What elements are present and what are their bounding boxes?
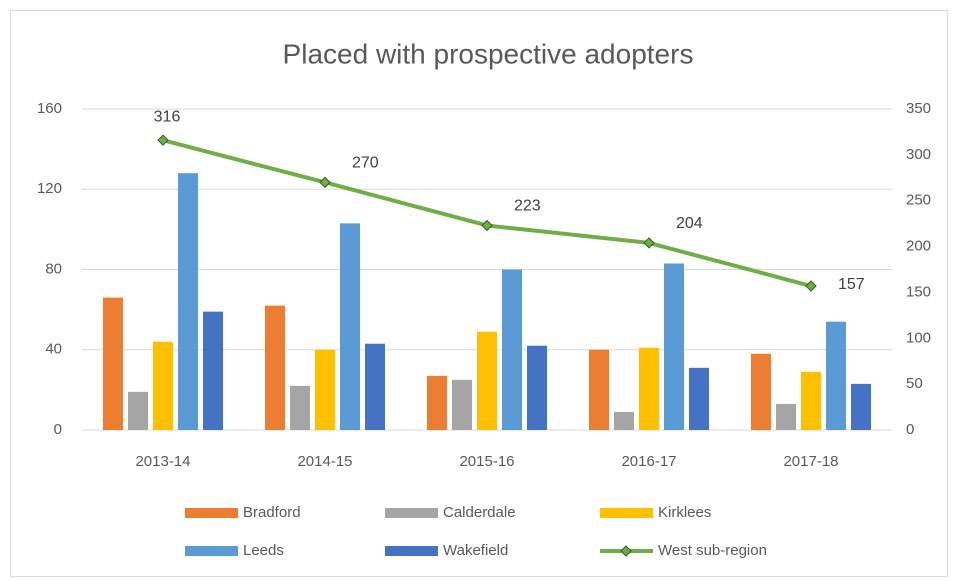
legend-label: Kirklees bbox=[658, 504, 711, 521]
data-label: 223 bbox=[514, 198, 541, 215]
y2-tick-label: 200 bbox=[906, 238, 931, 255]
bar bbox=[203, 311, 223, 430]
line-marker bbox=[157, 134, 169, 146]
chart-border bbox=[10, 10, 948, 577]
y2-tick-label: 250 bbox=[906, 192, 931, 209]
legend-label: Calderdale bbox=[443, 504, 516, 521]
data-label: 157 bbox=[838, 276, 865, 293]
x-tick-label: 2014-15 bbox=[297, 453, 352, 470]
data-label: 204 bbox=[676, 215, 703, 232]
bar bbox=[452, 379, 472, 430]
chart-title: Placed with prospective adopters bbox=[283, 38, 694, 69]
legend-label: West sub-region bbox=[658, 542, 767, 559]
x-tick-label: 2013-14 bbox=[135, 453, 190, 470]
legend-swatch bbox=[600, 508, 653, 518]
bar bbox=[751, 353, 771, 430]
bar bbox=[614, 411, 634, 430]
y2-tick-label: 100 bbox=[906, 329, 931, 346]
bar bbox=[427, 375, 447, 430]
y-tick-label: 40 bbox=[45, 341, 62, 358]
bar bbox=[639, 347, 659, 430]
bar bbox=[290, 385, 310, 430]
bar bbox=[801, 371, 821, 430]
x-tick-label: 2015-16 bbox=[459, 453, 514, 470]
bar bbox=[178, 173, 198, 430]
bar bbox=[589, 349, 609, 430]
line-marker bbox=[319, 176, 331, 189]
y2-tick-label: 300 bbox=[906, 146, 931, 163]
y-tick-label: 160 bbox=[37, 100, 62, 117]
y2-tick-label: 350 bbox=[906, 100, 931, 117]
y-tick-label: 0 bbox=[54, 421, 62, 438]
legend-swatch bbox=[185, 546, 238, 556]
line-marker bbox=[805, 280, 817, 292]
bar bbox=[477, 331, 497, 430]
x-tick-label: 2016-17 bbox=[621, 453, 676, 470]
bar bbox=[128, 391, 148, 430]
legend-marker bbox=[620, 545, 632, 557]
bar bbox=[776, 403, 796, 430]
data-label: 270 bbox=[352, 155, 379, 172]
y-tick-label: 120 bbox=[37, 180, 62, 197]
bar bbox=[851, 383, 871, 430]
y-tick-label: 80 bbox=[45, 260, 62, 277]
y2-tick-label: 0 bbox=[906, 421, 914, 438]
bar bbox=[826, 321, 846, 430]
bar bbox=[265, 305, 285, 430]
bar bbox=[365, 343, 385, 430]
bar bbox=[340, 223, 360, 430]
legend-swatch bbox=[385, 546, 438, 556]
legend-swatch bbox=[185, 508, 238, 518]
bar bbox=[315, 349, 335, 430]
bar bbox=[527, 345, 547, 430]
bar bbox=[502, 269, 522, 430]
y2-tick-label: 50 bbox=[906, 375, 923, 392]
line-marker bbox=[643, 237, 655, 249]
x-tick-label: 2017-18 bbox=[783, 453, 838, 470]
line-marker bbox=[481, 219, 493, 232]
bar bbox=[103, 297, 123, 430]
bar bbox=[153, 341, 173, 430]
legend-label: Leeds bbox=[243, 542, 284, 559]
bar bbox=[664, 263, 684, 430]
legend-label: Wakefield bbox=[443, 542, 508, 559]
legend-swatch bbox=[385, 508, 438, 518]
bar bbox=[689, 367, 709, 430]
data-label: 316 bbox=[154, 108, 181, 125]
legend-label: Bradford bbox=[243, 504, 301, 521]
y2-tick-label: 150 bbox=[906, 283, 931, 300]
